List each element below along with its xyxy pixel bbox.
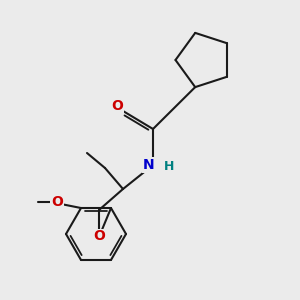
Text: O: O <box>51 195 63 209</box>
Text: O: O <box>112 99 124 112</box>
Text: N: N <box>143 158 154 172</box>
Text: H: H <box>164 160 175 173</box>
Text: O: O <box>93 230 105 243</box>
